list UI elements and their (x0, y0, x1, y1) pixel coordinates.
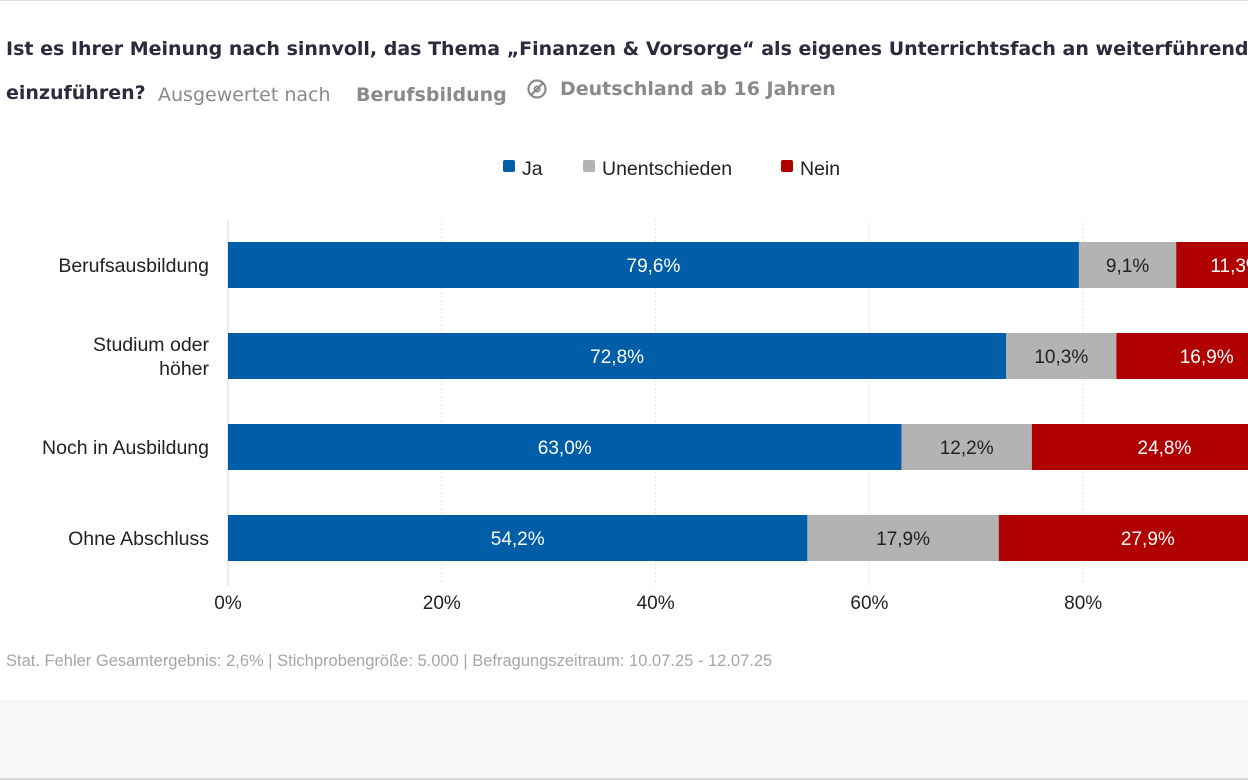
footer-band (0, 700, 1248, 780)
evaluation-meta: Ausgewertet nach (158, 84, 331, 106)
data-label-ja: 54,2% (491, 529, 545, 550)
survey-footnote: Stat. Fehler Gesamtergebnis: 2,6% | Stic… (6, 652, 773, 670)
data-label-nein: 11,3% (1210, 256, 1248, 277)
data-label-ja: 79,6% (627, 256, 681, 277)
bar-ja (228, 515, 808, 561)
data-label-ja: 63,0% (538, 438, 592, 459)
bar-nein (1116, 333, 1248, 379)
legend-swatch-ja (503, 160, 515, 172)
category-label: Ohne Abschluss (68, 528, 209, 550)
x-tick-label: 20% (423, 593, 461, 614)
data-label-nein: 16,9% (1180, 347, 1234, 368)
category-label: Studium oder (93, 334, 209, 356)
bar-nein (998, 515, 1248, 561)
bar-ja (228, 333, 1007, 379)
category-label: höher (159, 358, 209, 380)
population-icon (526, 78, 548, 100)
evaluated-by-value[interactable]: Berufsbildung (356, 84, 507, 106)
data-label-unentschieden: 10,3% (1034, 347, 1088, 368)
legend-label-nein: Nein (800, 158, 840, 180)
legend-label-ja: Ja (522, 158, 543, 180)
category-label: Noch in Ausbildung (42, 437, 209, 459)
chart-title-line2-row: einzuführen? (6, 82, 146, 104)
bar-ja (228, 242, 1079, 288)
bar-unentschieden (807, 515, 999, 561)
data-label-unentschieden: 17,9% (876, 529, 930, 550)
x-tick-label: 0% (214, 593, 242, 614)
population-label: Deutschland ab 16 Jahren (560, 78, 836, 100)
bar-nein (1031, 424, 1248, 470)
legend-swatch-unentschieden (583, 160, 595, 172)
legend-swatch-nein (781, 160, 793, 172)
data-label-ja: 72,8% (590, 347, 644, 368)
bar-unentschieden (1006, 333, 1117, 379)
x-tick-label: 80% (1064, 593, 1102, 614)
x-tick-label: 40% (637, 593, 675, 614)
chart-title-end: einzuführen? (6, 82, 146, 104)
category-label: Berufsausbildung (58, 255, 209, 277)
chart-title: Ist es Ihrer Meinung nach sinnvoll, das … (6, 38, 1248, 60)
x-tick-label: 60% (850, 593, 888, 614)
bar-unentschieden (901, 424, 1032, 470)
population-filter[interactable]: Deutschland ab 16 Jahren (526, 78, 836, 100)
stacked-bar-chart: Ja Unentschieden Nein 79,6% 9,1% 11,3% Berufsa… (42, 158, 1248, 614)
evaluated-by-label: Ausgewertet nach (158, 84, 331, 106)
data-label-nein: 24,8% (1138, 438, 1192, 459)
data-label-nein: 27,9% (1121, 529, 1175, 550)
bar-ja (228, 424, 902, 470)
bar-unentschieden (1078, 242, 1177, 288)
bottom-divider (0, 778, 1248, 780)
data-label-unentschieden: 9,1% (1106, 256, 1149, 277)
data-label-unentschieden: 12,2% (940, 438, 994, 459)
bar-nein (1176, 242, 1248, 288)
legend-label-unentschieden: Unentschieden (602, 158, 732, 180)
evaluated-by-wrap: Berufsbildung (356, 84, 507, 106)
top-divider (0, 0, 1248, 1)
